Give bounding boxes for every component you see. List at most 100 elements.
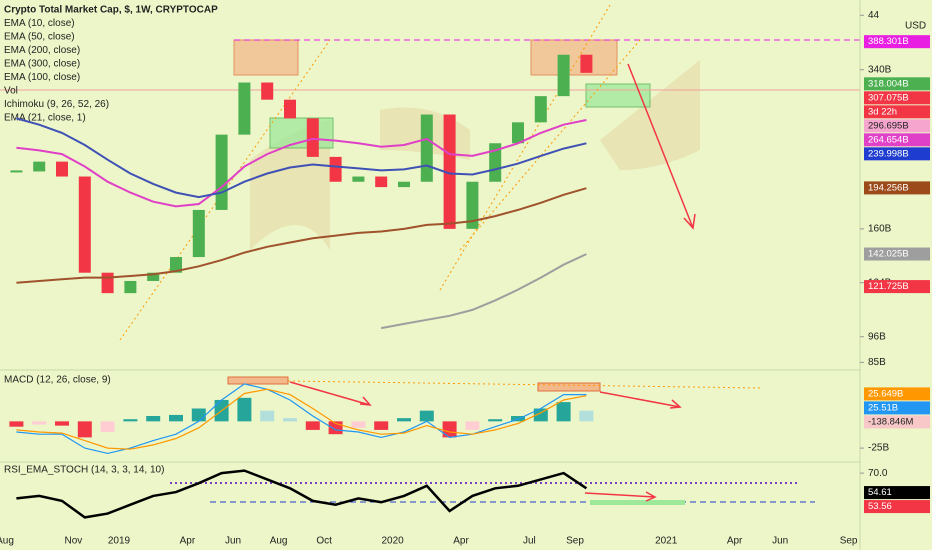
arrow xyxy=(584,491,657,502)
histogram-bar xyxy=(237,397,252,422)
x-tick-label: Apr xyxy=(453,536,469,547)
candle xyxy=(33,161,46,172)
line xyxy=(16,469,588,519)
y-tick-label: 340B xyxy=(868,64,892,75)
candle xyxy=(215,134,228,210)
histogram-bar xyxy=(77,421,92,438)
candle xyxy=(375,176,388,188)
histogram-bar xyxy=(442,421,457,438)
legend-entry: EMA (21, close, 1) xyxy=(4,113,86,124)
histogram-bar xyxy=(374,421,389,430)
trend-line xyxy=(287,380,761,389)
price-badge-label: 318.004B xyxy=(868,78,909,89)
x-tick-label: Jul xyxy=(523,536,536,547)
x-tick-label: Oct xyxy=(316,536,332,547)
x-tick-label: Aug xyxy=(0,536,14,547)
zone-box xyxy=(530,39,618,76)
histogram-bar xyxy=(488,419,503,422)
x-tick-label: Apr xyxy=(180,536,196,547)
legend-entry: EMA (100, close) xyxy=(4,72,80,83)
x-tick-label: 2019 xyxy=(108,536,131,547)
x-tick-label: 2021 xyxy=(655,536,678,547)
candle xyxy=(56,161,68,177)
x-tick-label: Apr xyxy=(727,536,743,547)
histogram-bar xyxy=(283,418,297,422)
histogram-bar xyxy=(305,421,320,430)
line xyxy=(16,187,587,284)
histogram-bar xyxy=(351,421,366,428)
histogram-bar xyxy=(9,421,24,427)
price-badge xyxy=(864,415,930,429)
legend-entry: EMA (10, close) xyxy=(4,18,75,29)
arrow xyxy=(627,63,696,230)
x-tick-label: 2020 xyxy=(381,536,404,547)
line xyxy=(16,119,587,208)
line xyxy=(16,388,587,450)
candle xyxy=(306,118,319,157)
x-tick-label: Sep xyxy=(566,536,584,547)
histogram-bar xyxy=(419,410,434,422)
price-badge xyxy=(864,77,930,91)
arrow xyxy=(599,391,682,409)
candle xyxy=(78,176,91,273)
zone-box xyxy=(269,117,334,149)
candle xyxy=(352,176,365,182)
x-tick-label: Sep xyxy=(840,536,858,547)
price-badge xyxy=(864,500,930,514)
histogram-bar xyxy=(32,421,47,425)
x-tick-label: Nov xyxy=(65,536,83,547)
price-badge xyxy=(864,35,930,49)
price-badge xyxy=(864,247,930,261)
zone-box xyxy=(227,376,289,385)
price-badge xyxy=(864,387,930,401)
zone-box xyxy=(590,500,685,505)
legend-entry: Crypto Total Market Cap, $, 1W, CRYPTOCA… xyxy=(4,5,218,16)
histogram-bar xyxy=(55,421,69,426)
y-tick-label: 70.0 xyxy=(868,468,888,479)
y-tick-label: 85B xyxy=(868,357,886,368)
histogram-bar xyxy=(533,408,548,422)
pane-title: RSI_EMA_STOCH (14, 3, 3, 14, 10) xyxy=(4,465,164,476)
candle xyxy=(261,82,274,100)
x-tick-label: Jun xyxy=(772,536,788,547)
line xyxy=(381,253,587,330)
candle xyxy=(284,99,296,119)
histogram-bar xyxy=(260,410,275,422)
candle xyxy=(557,54,570,97)
price-badge xyxy=(864,147,930,161)
price-badge-label: 121.725B xyxy=(868,281,909,292)
price-badge-label: 239.998B xyxy=(868,148,909,159)
candle xyxy=(443,114,456,229)
channel-line xyxy=(119,39,331,341)
legend-entry: EMA (300, close) xyxy=(4,59,80,70)
candle xyxy=(398,181,410,188)
channel-line xyxy=(459,39,641,251)
candle xyxy=(420,114,433,182)
legend-entry: Vol xyxy=(4,86,18,97)
histogram-bar xyxy=(169,414,183,422)
price-badge xyxy=(864,181,930,195)
axis-unit: USD xyxy=(905,21,926,32)
y-tick-label: 44 xyxy=(868,10,880,21)
candle xyxy=(466,181,479,229)
legend-entry: EMA (50, close) xyxy=(4,32,75,43)
price-badge-label: 388.301B xyxy=(868,36,909,47)
legend-entry: EMA (200, close) xyxy=(4,45,80,56)
price-badge-label: 25.649B xyxy=(868,388,903,399)
y-tick-label: 96B xyxy=(868,331,886,342)
candle xyxy=(101,272,114,294)
candle xyxy=(580,54,593,73)
y-tick-label: 160B xyxy=(868,224,892,235)
legend-entry: Ichimoku (9, 26, 52, 26) xyxy=(4,99,109,110)
price-badge-label: 194.256B xyxy=(868,182,909,193)
y-tick-label: -25B xyxy=(868,443,889,454)
price-badge-label: 54.61 xyxy=(868,487,892,498)
line xyxy=(16,117,587,199)
histogram-bar xyxy=(146,416,161,422)
candle xyxy=(238,82,251,135)
price-badge xyxy=(864,401,930,415)
price-badge-label: 3d 22h xyxy=(868,106,897,117)
price-badge xyxy=(864,280,930,294)
price-badge xyxy=(864,119,930,133)
